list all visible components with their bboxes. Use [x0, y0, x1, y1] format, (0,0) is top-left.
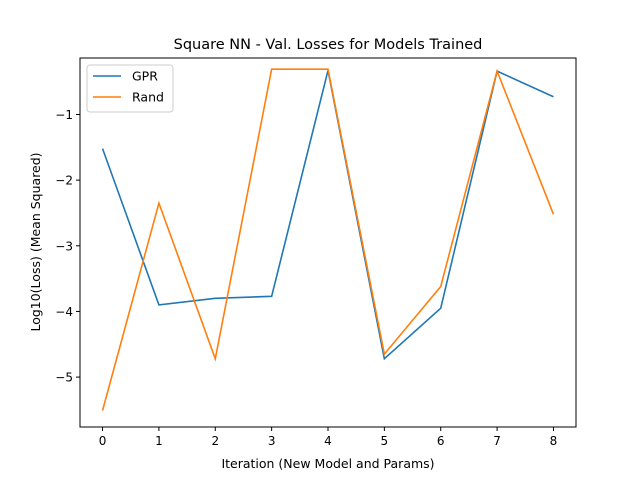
x-tick-label: 8 — [550, 434, 558, 448]
y-tick-label: −2 — [55, 174, 73, 188]
legend-box — [86, 64, 174, 113]
legend: GPR Rand — [86, 64, 174, 113]
x-tick-label: 2 — [211, 434, 219, 448]
chart-title: Square NN - Val. Losses for Models Train… — [174, 37, 483, 53]
x-tick-label: 1 — [155, 434, 163, 448]
x-tick-label: 7 — [493, 434, 501, 448]
y-axis: −5 −4 −3 −2 −1 — [55, 108, 80, 385]
y-tick-label: −1 — [55, 108, 73, 122]
y-tick-label: −3 — [55, 239, 73, 253]
x-tick-label: 0 — [99, 434, 107, 448]
x-tick-label: 4 — [324, 434, 332, 448]
x-tick-label: 5 — [381, 434, 389, 448]
series-lines — [101, 68, 555, 411]
x-axis-label: Iteration (New Model and Params) — [221, 456, 434, 471]
legend-label-rand: Rand — [132, 90, 164, 105]
legend-label-gpr: GPR — [132, 69, 158, 84]
plot-area — [79, 57, 577, 428]
x-axis: 0 1 2 3 4 5 6 7 8 — [99, 427, 558, 448]
x-tick-label: 6 — [437, 434, 445, 448]
x-tick-label: 3 — [268, 434, 276, 448]
y-tick-label: −4 — [55, 305, 73, 319]
series-line-rand — [101, 68, 555, 411]
y-axis-label: Log10(Loss) (Mean Squared) — [28, 152, 43, 331]
y-tick-label: −5 — [55, 371, 73, 385]
